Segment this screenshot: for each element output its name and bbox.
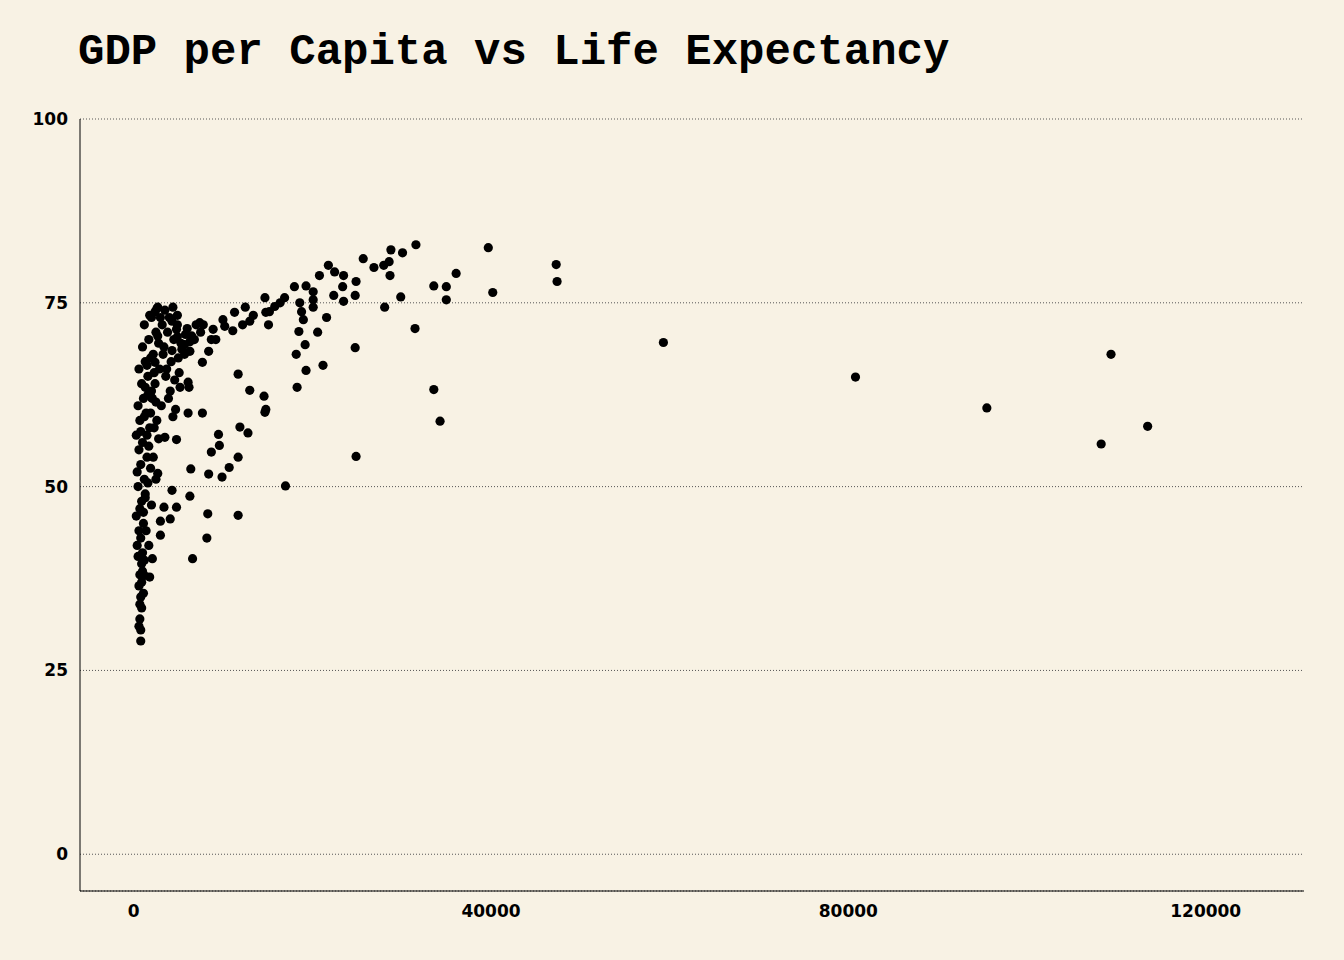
svg-text:0: 0 bbox=[128, 901, 140, 921]
svg-text:75: 75 bbox=[44, 293, 68, 313]
svg-text:80000: 80000 bbox=[819, 901, 878, 921]
html-text:GDP per Capita vs Life Expecta: GDP per Capita vs Life Expectancy bbox=[78, 27, 950, 77]
svg-text:120000: 120000 bbox=[1170, 901, 1241, 921]
svg-text:40000: 40000 bbox=[461, 901, 520, 921]
svg-text:25: 25 bbox=[44, 660, 68, 680]
svg-text:50: 50 bbox=[44, 477, 68, 497]
svg-text:100: 100 bbox=[33, 109, 69, 129]
svg-text:0: 0 bbox=[56, 844, 68, 864]
